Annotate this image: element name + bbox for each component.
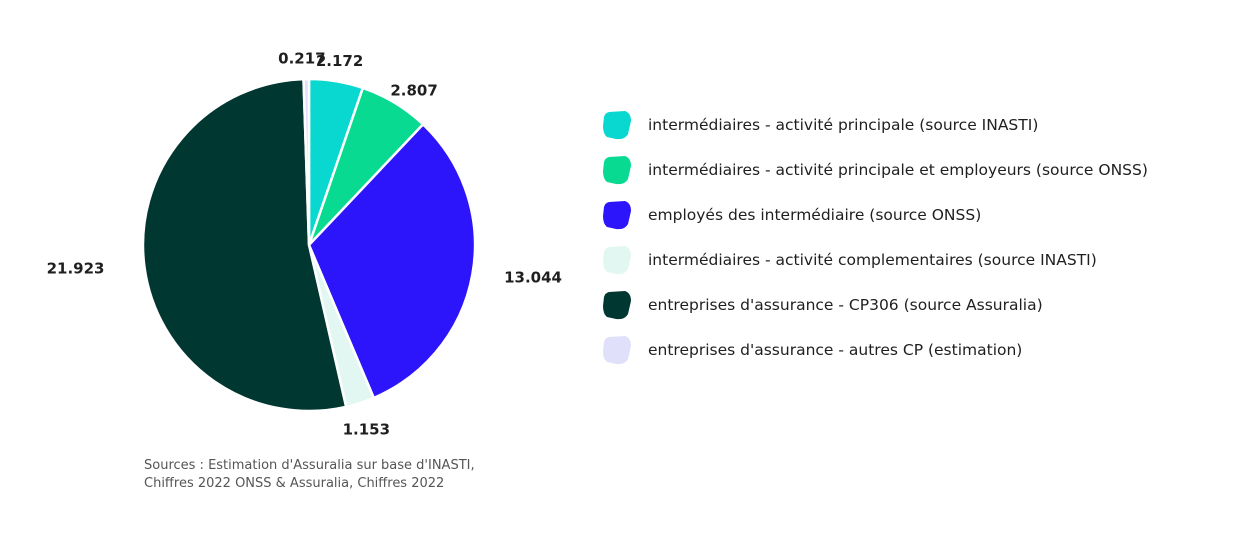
legend-label: intermédiaires - activité principale et … bbox=[648, 161, 1148, 179]
legend-label: intermédiaires - activité complementaire… bbox=[648, 251, 1097, 269]
legend-item: intermédiaires - activité complementaire… bbox=[600, 237, 1240, 282]
legend: intermédiaires - activité principale (so… bbox=[600, 102, 1240, 372]
source-line: Chiffres 2022 ONSS & Assuralia, Chiffres… bbox=[144, 475, 475, 493]
legend-swatch-icon bbox=[600, 243, 634, 277]
legend-label: employés des intermédiaire (source ONSS) bbox=[648, 206, 981, 224]
source-note: Sources : Estimation d'Assuralia sur bas… bbox=[144, 457, 475, 493]
legend-swatch-icon bbox=[600, 288, 634, 322]
pie-data-label: 1.153 bbox=[343, 421, 390, 439]
legend-label: entreprises d'assurance - autres CP (est… bbox=[648, 341, 1022, 359]
source-line: Sources : Estimation d'Assuralia sur bas… bbox=[144, 457, 475, 475]
legend-item: intermédiaires - activité principale (so… bbox=[600, 102, 1240, 147]
pie-data-label: 21.923 bbox=[47, 260, 105, 278]
legend-item: entreprises d'assurance - autres CP (est… bbox=[600, 327, 1240, 372]
legend-swatch-icon bbox=[600, 198, 634, 232]
pie-data-label: 2.807 bbox=[390, 82, 437, 100]
legend-item: entreprises d'assurance - CP306 (source … bbox=[600, 282, 1240, 327]
legend-swatch-icon bbox=[600, 153, 634, 187]
pie-slices bbox=[143, 79, 475, 411]
pie-data-label: 0.217 bbox=[278, 50, 325, 68]
legend-label: entreprises d'assurance - CP306 (source … bbox=[648, 296, 1043, 314]
legend-item: intermédiaires - activité principale et … bbox=[600, 147, 1240, 192]
pie-data-label: 13.044 bbox=[504, 269, 562, 287]
legend-swatch-icon bbox=[600, 333, 634, 367]
legend-label: intermédiaires - activité principale (so… bbox=[648, 116, 1038, 134]
legend-item: employés des intermédiaire (source ONSS) bbox=[600, 192, 1240, 237]
legend-swatch-icon bbox=[600, 108, 634, 142]
